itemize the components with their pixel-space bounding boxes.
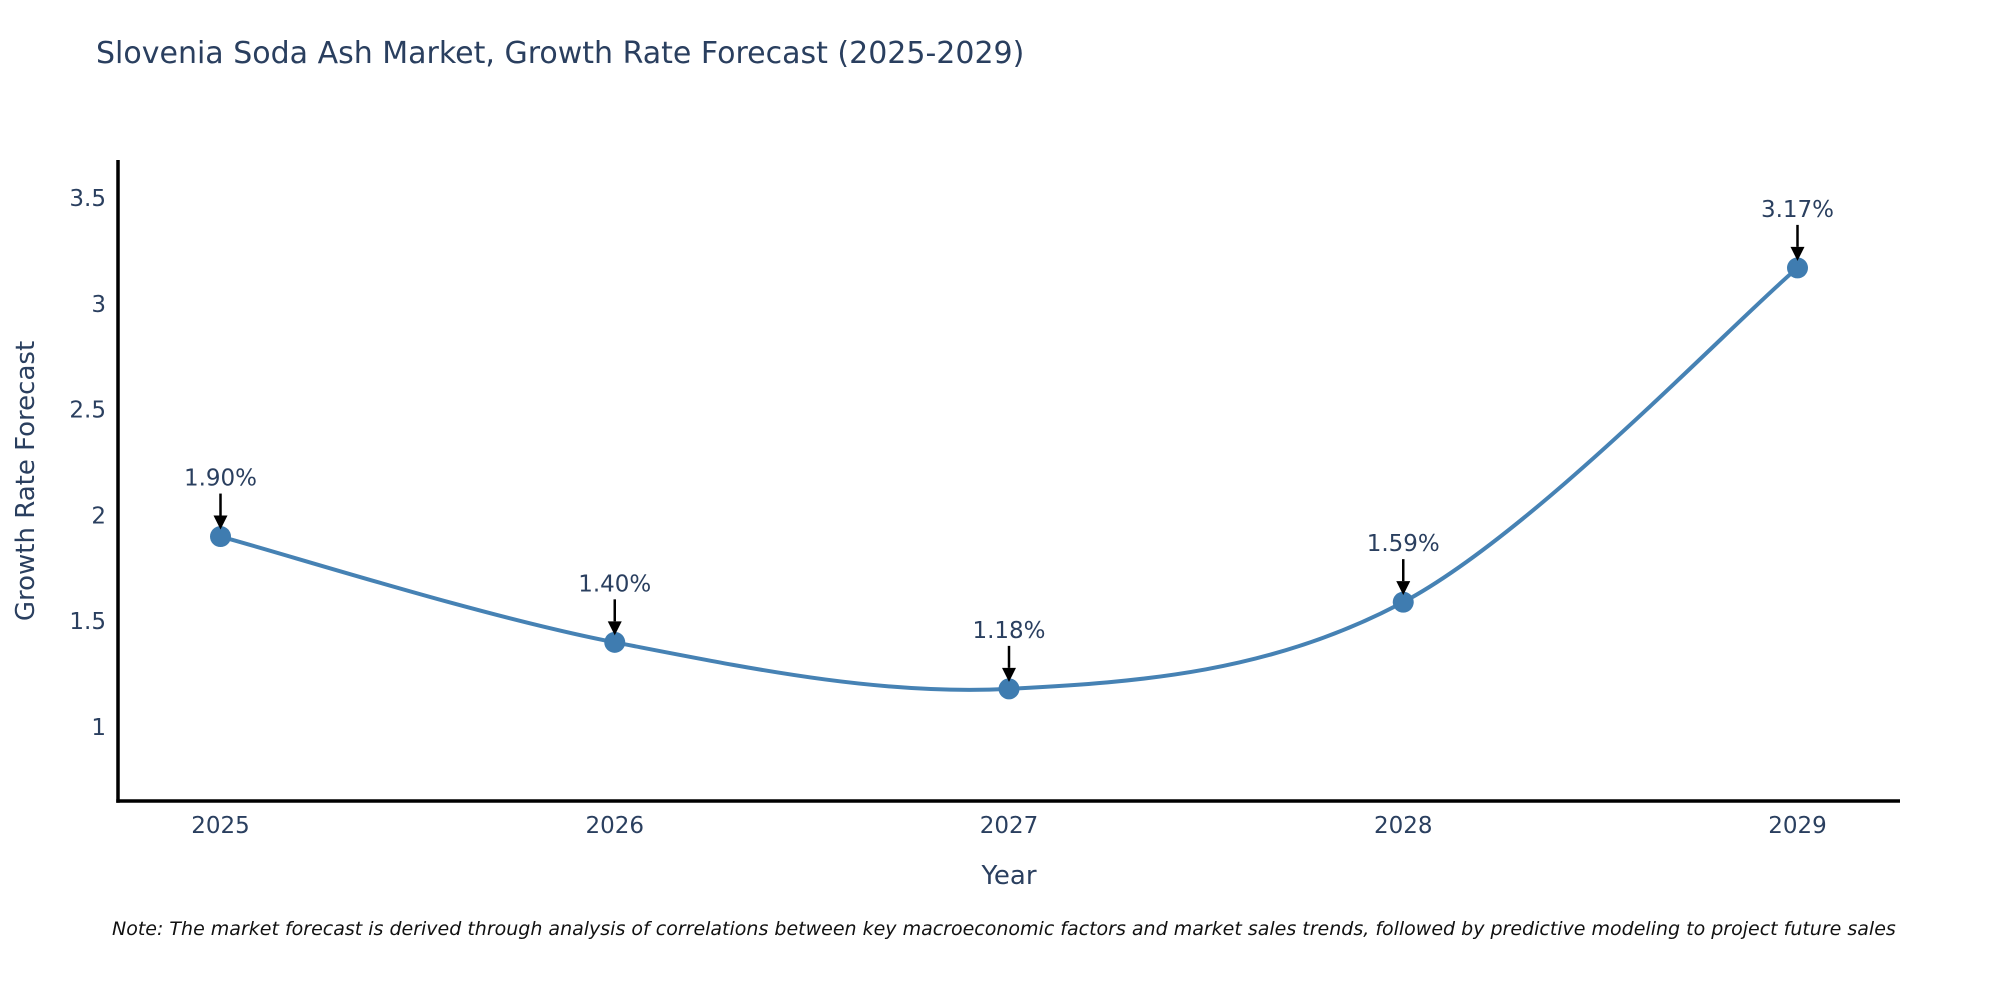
point-label: 1.40% [578, 571, 651, 597]
y-tick-label: 1 [91, 715, 106, 741]
x-tick-label: 2028 [1374, 813, 1433, 839]
y-tick-label: 3.5 [69, 186, 106, 212]
annotation-arrowhead [1002, 667, 1016, 682]
annotation-arrowhead [607, 621, 622, 636]
point-label: 1.18% [972, 618, 1045, 644]
plot-area: 1.90% 1.40% 1.18% 1.59% 3.17% 1 1.5 2 2.5 3 3.5 202… [69, 186, 1834, 839]
data-point-2028 [1392, 591, 1414, 613]
data-point-2027 [998, 678, 1020, 700]
data-point-2025 [210, 526, 232, 548]
data-point-2029 [1786, 257, 1808, 279]
footnote: Note: The market forecast is derived thr… [112, 918, 1896, 940]
annotation-arrowhead [1396, 581, 1411, 596]
annotation-arrowhead [213, 515, 228, 530]
point-label: 1.59% [1367, 531, 1440, 557]
y-tick-label: 2 [91, 503, 106, 529]
data-point-2026 [604, 631, 626, 653]
y-tick-label: 2.5 [69, 398, 106, 424]
y-tick-label: 3 [91, 292, 106, 318]
x-tick-label: 2026 [585, 813, 644, 839]
y-tick-label: 1.5 [69, 609, 106, 635]
x-tick-label: 2025 [191, 813, 250, 839]
x-tick-label: 2029 [1768, 813, 1827, 839]
x-tick-label: 2027 [980, 813, 1039, 839]
point-label: 3.17% [1761, 197, 1834, 223]
y-axis-title: Growth Rate Forecast [11, 341, 41, 621]
annotation-arrowhead [1790, 246, 1805, 261]
x-axis-title: Year [980, 861, 1036, 891]
point-label: 1.90% [184, 466, 257, 492]
chart-title: Slovenia Soda Ash Market, Growth Rate Fo… [96, 36, 1025, 71]
